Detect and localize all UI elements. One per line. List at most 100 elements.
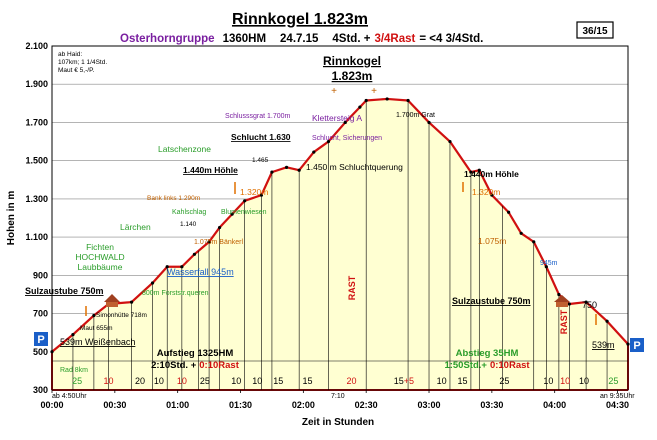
subtitle-rast: 3/4Rast [374,33,415,45]
chart-title: Rinnkogel 1.823m [232,11,368,28]
svg-text:P: P [633,340,640,352]
subtitle-std: 4Std. + [332,33,370,45]
segment-minute-label: 10 [543,376,553,386]
y-tick-label: 1.700 [25,117,48,127]
profile-point [343,120,347,125]
aufstieg-time: 2:10Std. + [151,360,197,371]
weissenbach-label: 539m Weißenbach [60,337,135,347]
y-axis-label: Hohen in m [6,191,17,246]
w945-label: 945m [540,260,558,267]
laubbaeume-label: Laubbäume [78,262,123,272]
rast-peak-label: RAST [347,275,357,300]
h1465-label: 1.465 [252,157,269,164]
segment-minute-label: 20 [347,376,357,386]
y-tick-label: 1.100 [25,232,48,242]
rast-hut-label: RAST [559,309,569,334]
segment-minute-label: 25 [499,376,509,386]
abstieg-label: Abstieg 35HM [456,348,519,359]
hut-right-icon [554,295,570,307]
hoehle-right-label: 1.440m Höhle [464,169,519,179]
w539-right-label: 539m [592,340,615,350]
y-tick-label: 1.900 [25,79,48,89]
profile-point [519,231,523,235]
aufstieg-label: Aufstieg 1325HM [157,348,234,359]
subtitle-hm: 1360HM [223,33,266,45]
segment-minute-label: 10 [437,376,447,386]
wasserfall-label: Wasserfall 945m [167,267,234,277]
chart-subtitle: Osterhorngruppe 1360HM 24.7.15 4Std. + 3/4Ra… [120,33,483,45]
bank-links-label: Bank links 1.290m [147,195,200,202]
x-tick-label: 01:00 [166,400,189,410]
y-tick-label: 700 [33,309,48,319]
y-tick-label: 2.100 [25,41,48,51]
x-tick-label: 04:00 [543,400,566,410]
parking-right-icon: P [630,338,644,352]
segment-minute-label: 10 [560,376,570,386]
segment-minute-label: 10 [231,376,241,386]
x-axis-ticks: 00:00 00:30 01:00 01:30 02:00 02:30 03:00 03:30… [40,390,629,410]
profile-line [51,97,629,353]
hochwald-label: HOCHWALD [75,252,124,262]
sulzaustube-right-label: Sulzaustube 750m [452,296,531,306]
aufstieg-time-label: 2:10Std. +0:10Rast [151,360,240,371]
abstieg-rast: 0:10Rast [490,360,530,371]
y-tick-label: 300 [33,385,48,395]
abstieg-time-label: 1:50Std.+ 0:10Rast [444,360,530,371]
profile-fill [52,98,628,390]
haid-label: ab Haid: [58,51,82,58]
segment-minute-label: 10 [104,376,114,386]
laerchen-label: Lärchen [120,222,151,232]
time-710-label: 7:10 [331,393,345,400]
grat-label: 1.700m Grat [396,112,435,119]
segment-minute-label: 15 [458,376,468,386]
profile-point [243,199,247,203]
profile-point [192,252,197,256]
hut-left-icon [104,294,120,307]
r750-label: 750 [582,300,597,310]
y-tick-label: 1.500 [25,156,48,166]
x-tick-label: 04:30 [606,400,629,410]
fichten-label: Fichten [86,242,114,252]
x-tick-label: 01:30 [229,400,252,410]
peak-height: 1.823m [332,69,373,83]
svg-text:P: P [37,334,44,346]
x-tick-label: 02:30 [355,400,378,410]
segment-minute-label: 20 [135,376,145,386]
start-time-label: ab 4:50Uhr [52,393,87,400]
profile-point [326,139,331,144]
y-tick-label: 900 [33,270,48,280]
profile-point [259,193,264,197]
x-tick-label: 02:00 [292,400,315,410]
kahlschlag-label: Kahlschlag [172,209,206,216]
haid-km-label: 107km; 1 1/4Std. [58,59,107,66]
end-time-label: an 9:35Uhr [600,393,635,400]
parking-left-icon: P [34,332,48,346]
segment-minute-label: 15 [303,376,313,386]
segment-minute-label: 25 [72,376,82,386]
profile-point [448,139,452,144]
latschenzone-label: Latschenzone [158,144,211,154]
b1075-right-label: 1.075m [478,236,506,246]
x-tick-label: 03:30 [480,400,503,410]
segment-minute-label: 10 [579,376,589,386]
rad-label: Rad 8km [60,367,88,374]
segment-minute-label: 10 [177,376,187,386]
subtitle-date: 24.7.15 [280,33,319,45]
cross-left-icon: + [331,86,337,97]
profile-point [358,105,362,109]
segment-minute-label: 15 [273,376,283,386]
segment-minute-label: 25 [200,376,210,386]
subtitle-group: Osterhorngruppe [120,33,215,45]
profile-point [385,97,389,101]
schluchtquerung-label: 1.450 m Schluchtquerung [306,162,403,172]
badge: 36/15 [582,26,607,37]
subtitle-total: = <4 3/4Std. [419,33,483,45]
simonhuette-label: Simonhütte 718m [96,312,147,319]
badge-box [576,21,614,39]
segment-minute-label: 15+5 [394,376,414,386]
sign-icons [85,182,597,325]
klettersteig-label: Klettersteig A [312,113,362,123]
y-axis-ticks: 300 500 700 900 1.100 1.300 1.500 1.700 1.900 2.1… [25,41,48,395]
maut-label: Maut € 5,-/P. [58,67,95,74]
r1320-right-label: 1.320m [472,187,500,197]
